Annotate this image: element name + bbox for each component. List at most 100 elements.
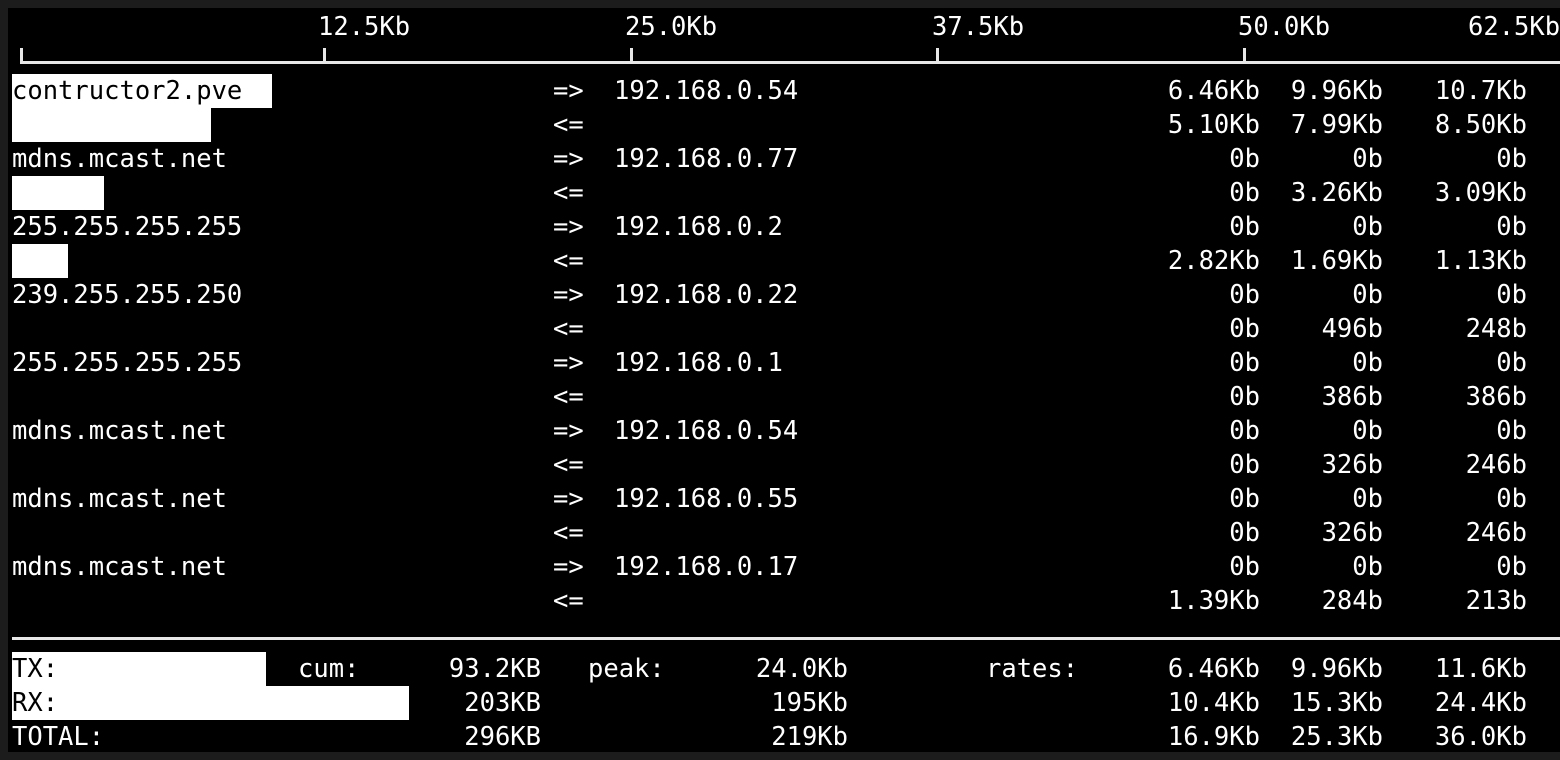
rx-rate-2s: 5.10Kb: [1167, 110, 1260, 140]
rx-arrow: <=: [553, 314, 584, 344]
tx-arrow: =>: [553, 348, 584, 378]
rx-rate-10s: 326b: [1321, 518, 1383, 548]
remote-host: 192.168.0.22: [614, 280, 799, 310]
tx-rate-2s: 0b: [1229, 416, 1260, 446]
remote-host: 192.168.0.54: [614, 76, 799, 106]
tx-rate-2s: 6.46Kb: [1167, 654, 1260, 684]
peak-label: peak:: [588, 654, 665, 684]
tx-rate-10s: 9.96Kb: [1290, 76, 1383, 106]
tx-rate-2s: 0b: [1229, 348, 1260, 378]
rx-traffic-bar: [12, 176, 104, 210]
scale-label-5: 62.5Kb: [1468, 12, 1560, 42]
rx-rate-40s: 1.13Kb: [1434, 246, 1527, 276]
rx-rate-2s: 10.4Kb: [1167, 688, 1260, 718]
rx-rate-2s: 0b: [1229, 518, 1260, 548]
total-rate-2s: 16.9Kb: [1167, 722, 1260, 752]
rx-arrow: <=: [553, 586, 584, 616]
window-left-edge: [0, 0, 8, 760]
scale-tick-3: [936, 48, 939, 63]
tx-rate-40s: 0b: [1496, 144, 1527, 174]
tx-rate-40s: 0b: [1496, 484, 1527, 514]
tx-rate-40s: 0b: [1496, 212, 1527, 242]
tx-traffic-bar: [12, 74, 272, 108]
rx-arrow: <=: [553, 178, 584, 208]
rx-rate-2s: 0b: [1229, 450, 1260, 480]
tx-arrow: =>: [553, 76, 584, 106]
tx-rate-10s: 0b: [1352, 280, 1383, 310]
scale-tick-1: [323, 48, 326, 63]
scale-rule: [20, 61, 1560, 64]
total-label: TOTAL:: [12, 722, 105, 752]
rx-rate-2s: 1.39Kb: [1167, 586, 1260, 616]
tx-summary-bar: [12, 652, 266, 686]
total-rate-10s: 25.3Kb: [1290, 722, 1383, 752]
rx-rate-10s: 15.3Kb: [1290, 688, 1383, 718]
scale-label-4: 50.0Kb: [1238, 12, 1331, 42]
local-host-inverted-overlay: contructor2.pve: [12, 74, 272, 108]
rx-rate-10s: 3.26Kb: [1290, 178, 1383, 208]
rx-arrow: <=: [553, 518, 584, 548]
total-cum-value: 296KB: [464, 722, 541, 752]
tx-rate-2s: 0b: [1229, 280, 1260, 310]
scale-tick-0: [20, 48, 23, 63]
rx-rate-40s: 3.09Kb: [1434, 178, 1527, 208]
total-peak-value: 219Kb: [771, 722, 848, 752]
rx-rate-40s: 248b: [1465, 314, 1527, 344]
tx-peak-value: 24.0Kb: [755, 654, 848, 684]
local-host: mdns.mcast.net: [12, 144, 227, 174]
rx-rate-10s: 7.99Kb: [1290, 110, 1383, 140]
rx-rate-10s: 326b: [1321, 450, 1383, 480]
cum-label: cum:: [298, 654, 360, 684]
scale-label-2: 25.0Kb: [625, 12, 718, 42]
rx-rate-40s: 246b: [1465, 518, 1527, 548]
tx-rate-10s: 0b: [1352, 484, 1383, 514]
rx-label-inverted-overlay: RX:: [12, 686, 409, 720]
local-host: 255.255.255.255: [12, 212, 243, 242]
local-host: mdns.mcast.net: [12, 552, 227, 582]
rx-arrow: <=: [553, 110, 584, 140]
tx-rate-2s: 0b: [1229, 552, 1260, 582]
tx-rate-2s: 0b: [1229, 212, 1260, 242]
total-rate-40s: 36.0Kb: [1434, 722, 1527, 752]
rx-rate-10s: 1.69Kb: [1290, 246, 1383, 276]
tx-rate-2s: 0b: [1229, 144, 1260, 174]
remote-host: 192.168.0.17: [614, 552, 799, 582]
tx-rate-40s: 11.6Kb: [1434, 654, 1527, 684]
rx-arrow: <=: [553, 246, 584, 276]
local-host: 239.255.255.250: [12, 280, 243, 310]
rx-arrow: <=: [553, 450, 584, 480]
tx-rate-40s: 0b: [1496, 416, 1527, 446]
tx-rate-40s: 0b: [1496, 348, 1527, 378]
rx-rate-2s: 0b: [1229, 314, 1260, 344]
local-host: 255.255.255.255: [12, 348, 243, 378]
rx-peak-value: 195Kb: [771, 688, 848, 718]
tx-label-inverted-overlay: TX:: [12, 652, 266, 686]
remote-host: 192.168.0.2: [614, 212, 783, 242]
rx-rate-10s: 496b: [1321, 314, 1383, 344]
tx-arrow: =>: [553, 484, 584, 514]
tx-arrow: =>: [553, 212, 584, 242]
local-host: mdns.mcast.net: [12, 416, 227, 446]
rx-rate-40s: 24.4Kb: [1434, 688, 1527, 718]
scale-label-1: 12.5Kb: [318, 12, 411, 42]
rx-traffic-bar: [12, 108, 211, 142]
window-bottom-edge: [0, 752, 1560, 760]
remote-host: 192.168.0.77: [614, 144, 799, 174]
tx-rate-2s: 0b: [1229, 484, 1260, 514]
scale-tick-4: [1243, 48, 1246, 63]
rx-cum-value: 203KB: [464, 688, 541, 718]
tx-arrow: =>: [553, 144, 584, 174]
window-top-edge: [0, 0, 1560, 8]
rx-rate-40s: 213b: [1465, 586, 1527, 616]
remote-host: 192.168.0.55: [614, 484, 799, 514]
rx-rate-40s: 386b: [1465, 382, 1527, 412]
tx-arrow: =>: [553, 416, 584, 446]
scale-tick-2: [630, 48, 633, 63]
tx-rate-10s: 0b: [1352, 416, 1383, 446]
tx-rate-40s: 0b: [1496, 552, 1527, 582]
remote-host: 192.168.0.1: [614, 348, 783, 378]
rx-traffic-bar: [12, 244, 68, 278]
rx-label-inverted: RX:: [12, 688, 59, 718]
rx-rate-2s: 2.82Kb: [1167, 246, 1260, 276]
